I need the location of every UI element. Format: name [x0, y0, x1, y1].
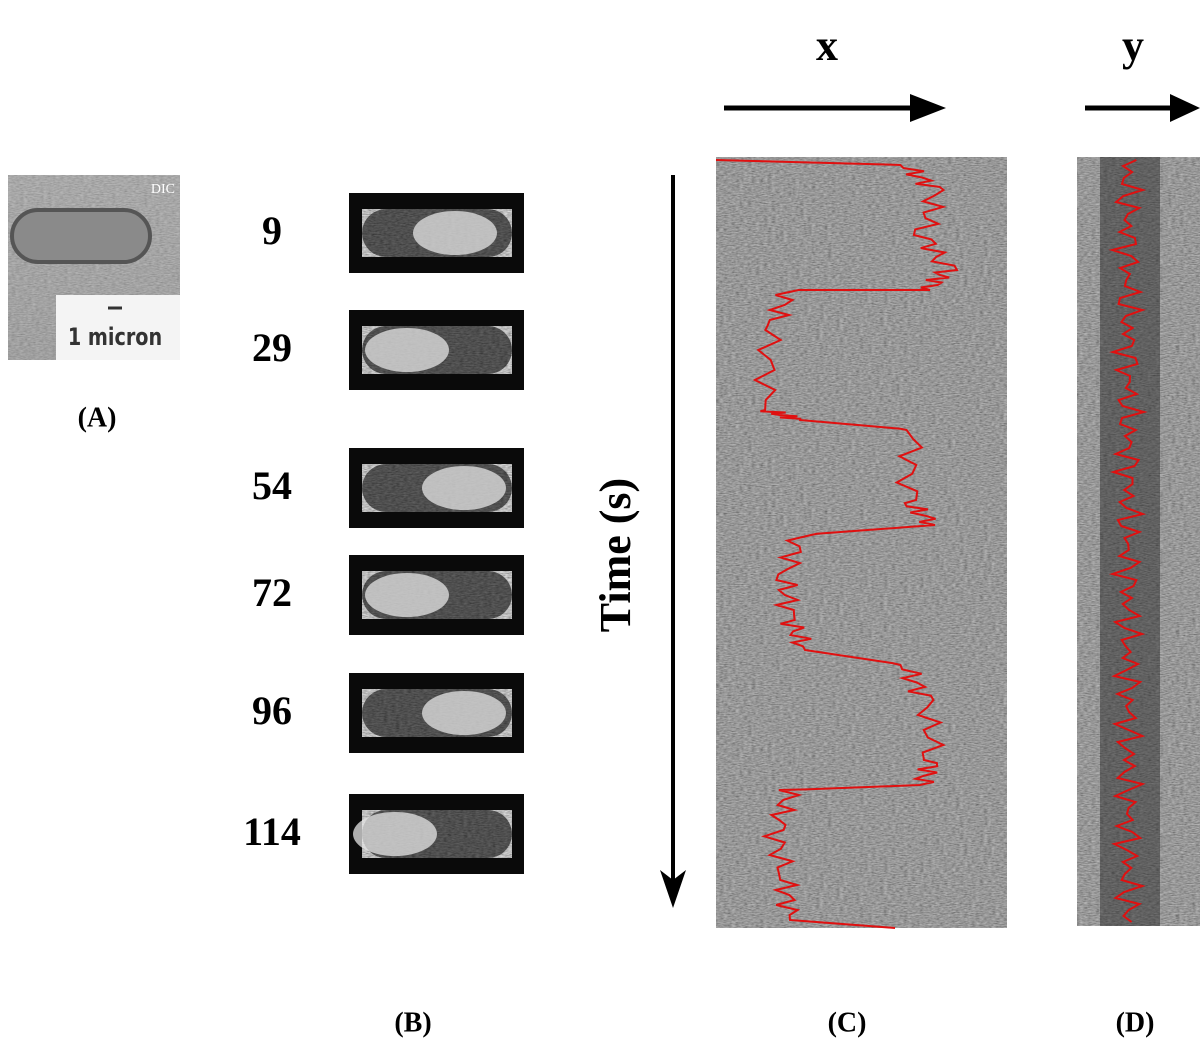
- fluorescence-spot: [422, 466, 506, 510]
- time-label: 114: [243, 809, 301, 854]
- time-label: 29: [252, 325, 292, 370]
- panel-a: DIC 1 micron (A): [8, 175, 180, 433]
- panel-label: (C): [828, 1007, 867, 1038]
- dic-cell: [12, 210, 150, 262]
- time-label: 9: [262, 208, 282, 253]
- panel-label: (B): [394, 1007, 431, 1038]
- panel-c: x (C): [716, 21, 1007, 1038]
- fluorescence-spot: [365, 328, 449, 372]
- panel-d: y (D): [1077, 21, 1200, 1038]
- time-label: 96: [252, 688, 292, 733]
- fluorescence-spot: [422, 691, 506, 735]
- cell-band: [1100, 157, 1160, 926]
- axis-arrowhead: [910, 94, 946, 122]
- fluorescence-spot: [353, 812, 437, 856]
- scale-label: 1 micron: [68, 324, 162, 352]
- axis-arrowhead: [1170, 94, 1200, 122]
- axis-label: x: [816, 21, 838, 70]
- fluorescence-spot: [413, 211, 497, 255]
- kymograph-texture: [716, 157, 1007, 928]
- time-label: 54: [252, 463, 292, 508]
- time-label: 72: [252, 570, 292, 615]
- time-axis-label: Time (s): [591, 478, 640, 632]
- panel-label: (D): [1116, 1007, 1155, 1038]
- figure: DIC 1 micron (A) (B) 9 29 54 72 96 114 Time (…: [0, 0, 1200, 1039]
- time-axis: Time (s): [591, 175, 686, 908]
- dic-label: DIC: [151, 182, 175, 197]
- panel-b: (B) 9 29 54 72 96 114: [243, 193, 524, 1038]
- fluorescence-spot: [365, 573, 449, 617]
- axis-label: y: [1122, 21, 1144, 70]
- panel-label: (A): [78, 402, 117, 433]
